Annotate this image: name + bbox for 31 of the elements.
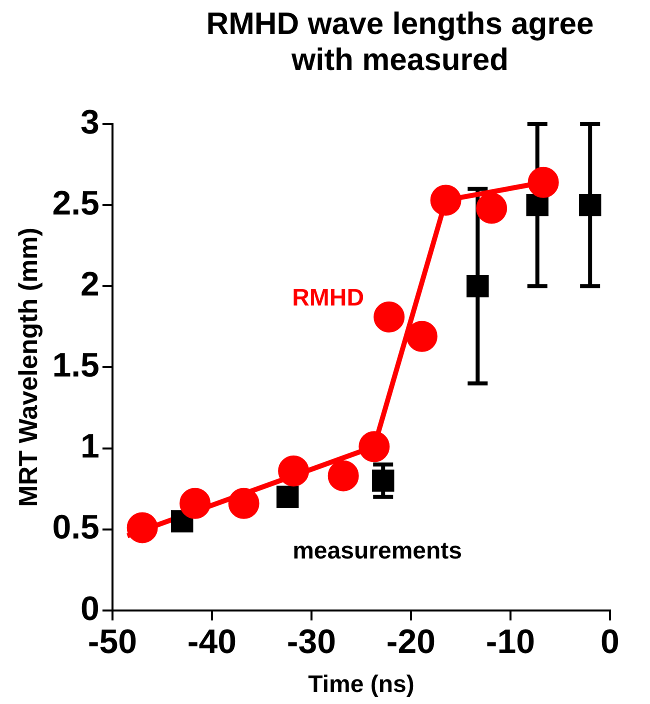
y-tick-label: 3 [80,103,100,142]
point [328,460,359,492]
point [578,194,602,216]
y-tick-label: 1 [80,428,100,466]
y-tick-label: 2 [80,266,100,304]
point [276,486,299,508]
point [372,470,394,492]
x-axis-title: Time (ns) [308,671,414,698]
x-tick-label: 0 [600,623,620,662]
x-tick-label: -10 [486,623,536,662]
point [358,431,390,462]
point [430,184,462,216]
point [528,166,559,198]
y-tick-label: 2.5 [52,184,100,222]
point [476,192,508,224]
series-label: measurements [292,538,462,565]
series-label: RMHD [292,284,364,312]
point [278,455,310,486]
point [228,488,260,519]
chart-title: RMHD wave lengths agree with measured [205,6,595,78]
point [126,512,158,544]
y-tick-label: 1.5 [52,346,100,385]
y-tick-label: 0.5 [52,508,100,547]
point [466,275,489,298]
point [374,301,405,332]
x-tick-label: -20 [386,623,436,662]
y-axis-title: MRT Wavelength (mm) [12,228,43,507]
x-tick-label: -30 [286,623,336,662]
point [406,320,438,352]
point [180,488,211,519]
x-tick-label: -40 [187,623,237,662]
